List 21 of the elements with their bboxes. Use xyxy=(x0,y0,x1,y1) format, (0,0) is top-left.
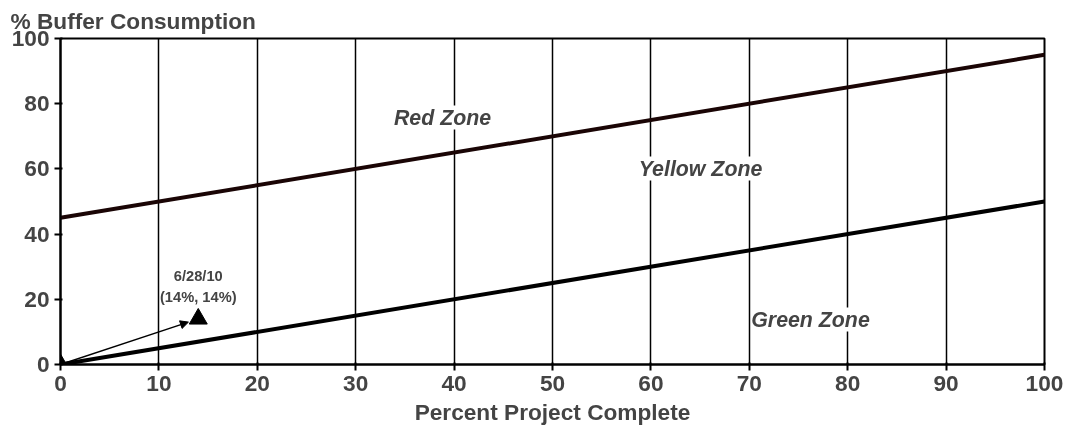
y-tick-label: 0 xyxy=(36,351,50,377)
x-tick-label: 0 xyxy=(54,369,67,396)
x-tick-label: 30 xyxy=(343,369,369,396)
annotation: 6/28/10 (14%, 14%) xyxy=(159,268,237,305)
annotation: Green Zone xyxy=(751,307,870,332)
x-tick-label: 20 xyxy=(244,369,270,396)
x-tick-label: 100 xyxy=(1025,369,1064,396)
y-tick-label: 40 xyxy=(24,220,50,247)
x-tick-label: 50 xyxy=(539,369,566,396)
y-tick-label: 20 xyxy=(24,285,50,312)
x-tick-label: 10 xyxy=(146,369,172,396)
x-axis-title: Percent Project Complete xyxy=(414,398,691,425)
y-tick-label: 60 xyxy=(24,155,50,182)
x-tick-label: 40 xyxy=(441,369,467,396)
x-tick-label: 70 xyxy=(736,369,762,396)
y-tick-label: 80 xyxy=(24,90,50,117)
x-tick-label: 80 xyxy=(835,369,861,396)
x-tick-label: 60 xyxy=(638,369,664,396)
annotation: Red Zone xyxy=(393,105,492,130)
x-tick-label: 90 xyxy=(933,369,959,396)
annotation: Yellow Zone xyxy=(638,156,763,181)
